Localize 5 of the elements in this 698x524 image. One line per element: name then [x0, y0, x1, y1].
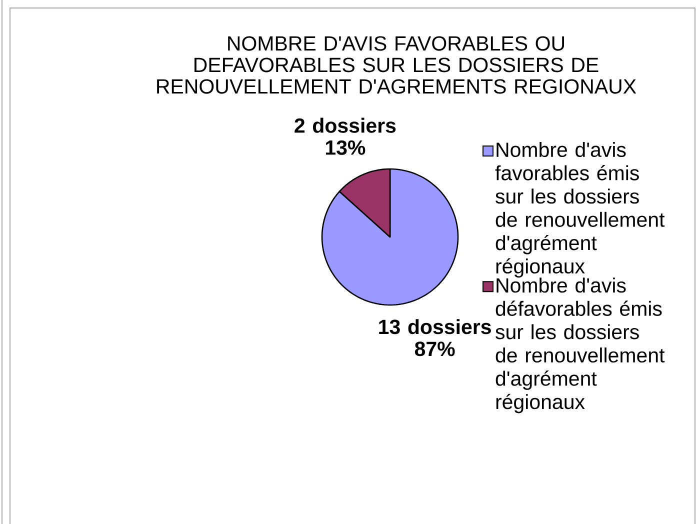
data-label: 2 dossiers 13% — [294, 118, 396, 155]
legend-label: Nombre d'avis favorables émis sur les dossiers de renouvellement d'agrément régionaux — [495, 142, 665, 278]
legend-label: Nombre d'avis défavorables émis sur les dossiers de renouvellement d'agrément régionaux — [496, 278, 665, 414]
data-label: 13 dossiers 87% — [379, 319, 491, 356]
chart-title: NOMBRE D'AVIS FAVORABLES OU DEFAVORABLES SUR LES DOSSIERS DE RENOUVELLEMENT D'AGREMENTS REGIONAUX — [157, 36, 636, 94]
